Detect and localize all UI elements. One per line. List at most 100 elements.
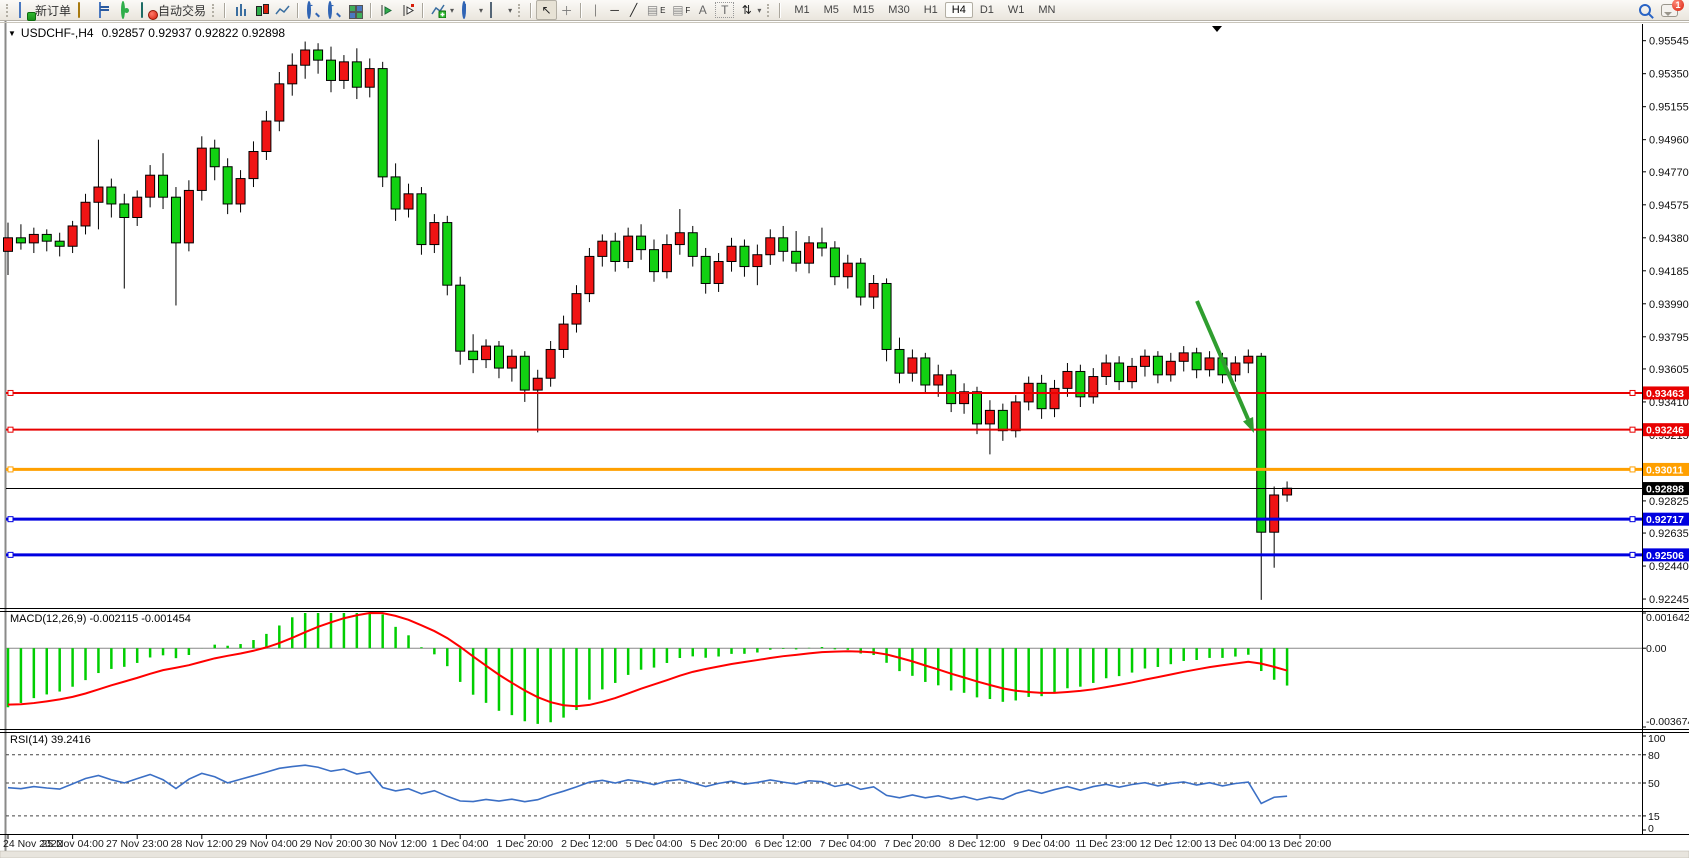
zoom-in-button[interactable]: + [303,0,324,19]
annotation-arrow-head[interactable] [1243,417,1254,433]
metaeditor-button[interactable] [74,1,95,19]
template-icon [490,1,493,18]
time-tick-label: 2 Dec 12:00 [561,838,618,850]
time-tick-label: 28 Nov 12:00 [171,838,234,850]
candle-body [468,350,479,361]
line-anchor-handle[interactable] [7,389,14,396]
price-tick-label: 0.94185 [1649,266,1689,278]
chart-shift-marker[interactable] [1212,26,1222,32]
horizontal-line-tool-button[interactable]: ─ [605,1,624,19]
candle-body [390,176,401,210]
auto-scroll-icon [379,3,394,18]
candle-body [842,262,853,278]
signals-button[interactable] [116,0,137,19]
trendline-tool-button[interactable]: ╱ [624,1,643,19]
auto-scroll-button[interactable] [376,1,397,19]
timeframe-MN[interactable]: MN [1038,4,1056,16]
templates-button[interactable]: ▾ [486,1,515,19]
timeframe-D1[interactable]: D1 [979,4,994,16]
candle-body [300,49,311,66]
timeframe-W1[interactable]: W1 [1007,4,1025,16]
candle-body [248,151,259,180]
fibonacci-tool-button[interactable]: ▤ F [668,1,693,19]
zoom-out-icon: − [328,0,334,19]
arrows-dropdown-arrow[interactable]: ▾ [757,5,762,15]
rsi-axis-label: 80 [1648,750,1660,762]
ohlc-values: 0.92857 0.92937 0.92822 0.92898 [101,26,286,40]
text-tool-button[interactable]: A [693,1,712,19]
indicators-button[interactable]: ▾ [428,1,457,19]
crosshair-icon: ＋ [560,3,573,18]
search-icon[interactable] [1639,4,1651,16]
periods-dropdown-arrow[interactable]: ▾ [479,5,484,15]
rsi-axis-label: 0 [1648,823,1654,835]
autotrading-button[interactable]: 自动交易 [137,1,209,19]
price-tag [1643,548,1689,562]
indicators-dropdown-arrow[interactable]: ▾ [450,5,455,15]
candle-body [364,68,375,88]
new-order-button[interactable]: 新订单 [14,1,74,19]
line-anchor-handle[interactable] [1629,466,1636,473]
annotation-arrow[interactable] [1195,300,1250,421]
candle-body [1178,352,1189,362]
rsi-axis-label: 100 [1648,733,1666,745]
timeframe-M30[interactable]: M30 [888,4,910,16]
one-click-collapse-icon[interactable]: ▼ [8,29,16,38]
line-anchor-handle[interactable] [7,551,14,558]
crosshair-tool-button[interactable]: ＋ [557,1,576,19]
candle-body [145,174,156,198]
timeframe-M15[interactable]: M15 [852,4,875,16]
candle-body [778,237,789,252]
time-tick-label: 6 Dec 12:00 [755,838,812,850]
candle-body [1204,357,1215,371]
candle-body [351,61,362,88]
cursor-tool-button[interactable]: ↖ [536,0,558,20]
market-watch-button[interactable] [95,1,116,19]
zoom-out-button[interactable]: − [324,0,345,19]
candle-body [28,233,39,244]
line-anchor-handle[interactable] [7,426,14,433]
candle-body [1165,360,1176,376]
label-tool-button[interactable]: T [712,1,737,19]
rsi-axis-label: 15 [1648,811,1660,823]
toolbar-grip[interactable] [6,3,11,17]
line-chart-button[interactable] [272,1,293,19]
candle-body [1152,355,1163,376]
timeframe-H4[interactable]: H4 [944,2,973,18]
bar-chart-button[interactable] [230,1,251,19]
current-price-tag [1643,482,1689,496]
periods-button[interactable]: ▾ [457,0,486,19]
timeframe-H1[interactable]: H1 [923,4,938,16]
candle-body [41,233,52,242]
candle-body [829,247,840,278]
candlestick-button[interactable] [251,1,272,19]
channel-tool-button[interactable]: ▤ E [643,1,668,19]
candle-body [481,345,492,361]
candle-body [1256,355,1267,533]
line-anchor-handle[interactable] [7,466,14,473]
candle-body [765,237,776,256]
candle-body [132,196,143,218]
line-anchor-handle[interactable] [1629,551,1636,558]
price-tick-label: 0.92825 [1649,496,1689,508]
candle-body [700,255,711,284]
timeframe-M1[interactable]: M1 [794,4,810,16]
line-anchor-handle[interactable] [1629,389,1636,396]
candle-body [196,147,207,191]
line-anchor-handle[interactable] [1629,426,1636,433]
timeframe-M5[interactable]: M5 [823,4,839,16]
line-anchor-handle[interactable] [7,516,14,523]
chat-icon[interactable]: 1 [1661,0,1684,17]
price-tick-label: 0.94770 [1649,167,1689,179]
arrows-tool-button[interactable]: ⇅ ▾ [737,1,764,19]
tile-windows-button[interactable] [345,1,366,19]
clock-icon [462,0,467,19]
candle-body [687,232,698,257]
line-anchor-handle[interactable] [1629,516,1636,523]
channel-letter: E [660,5,666,15]
time-tick-label: 25 Nov 04:00 [41,838,104,850]
vertical-line-tool-button[interactable]: ｜ [586,1,605,19]
templates-dropdown-arrow[interactable]: ▾ [508,5,513,15]
chart-shift-button[interactable] [397,1,418,19]
